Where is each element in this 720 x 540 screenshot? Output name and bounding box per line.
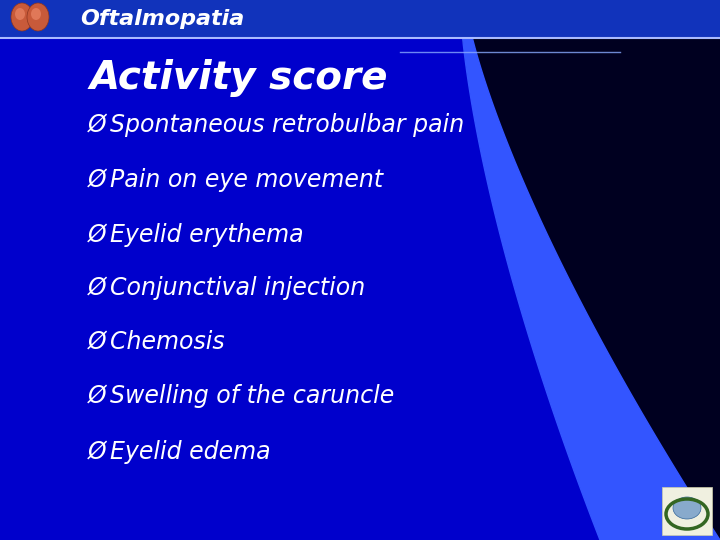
Ellipse shape bbox=[11, 3, 33, 31]
Text: Ø: Ø bbox=[88, 276, 107, 300]
Text: Ø: Ø bbox=[88, 330, 107, 354]
Ellipse shape bbox=[31, 8, 41, 20]
Text: Spontaneous retrobulbar pain: Spontaneous retrobulbar pain bbox=[110, 113, 464, 137]
Text: Ø: Ø bbox=[88, 384, 107, 408]
Text: Ø: Ø bbox=[88, 440, 107, 464]
Text: Ø: Ø bbox=[88, 223, 107, 247]
Text: Activity score: Activity score bbox=[90, 59, 389, 97]
Bar bbox=[662, 487, 712, 535]
Text: Oftalmopatia: Oftalmopatia bbox=[80, 9, 244, 29]
Text: Eyelid edema: Eyelid edema bbox=[110, 440, 271, 464]
Ellipse shape bbox=[673, 497, 701, 519]
Text: Ø: Ø bbox=[88, 113, 107, 137]
Ellipse shape bbox=[15, 8, 25, 20]
Text: Pain on eye movement: Pain on eye movement bbox=[110, 168, 383, 192]
Text: Eyelid erythema: Eyelid erythema bbox=[110, 223, 304, 247]
Polygon shape bbox=[460, 0, 720, 540]
Bar bbox=[0, 0, 720, 38]
Text: Conjunctival injection: Conjunctival injection bbox=[110, 276, 365, 300]
Text: Swelling of the caruncle: Swelling of the caruncle bbox=[110, 384, 395, 408]
Text: Ø: Ø bbox=[88, 168, 107, 192]
Text: Chemosis: Chemosis bbox=[110, 330, 225, 354]
Polygon shape bbox=[460, 0, 720, 540]
Ellipse shape bbox=[27, 3, 49, 31]
